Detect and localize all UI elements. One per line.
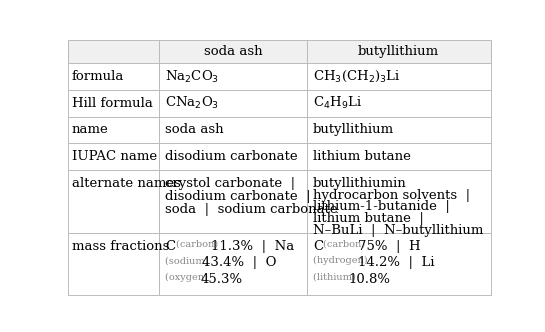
Text: 45.3%: 45.3% [201, 273, 243, 286]
Bar [307, 63, 490, 90]
Text: (carbon): (carbon) [175, 240, 221, 249]
Text: crystol carbonate  |: crystol carbonate | [165, 177, 295, 190]
Text: (sodium): (sodium) [165, 256, 212, 265]
Text: lithium butane: lithium butane [313, 150, 411, 163]
Text: alternate names: alternate names [71, 177, 180, 190]
Text: Hill formula: Hill formula [71, 97, 153, 110]
Bar [307, 40, 490, 63]
Bar [68, 40, 159, 63]
Bar [307, 117, 490, 143]
Text: 75%  |  H: 75% | H [359, 240, 421, 253]
Bar [159, 90, 307, 117]
Bar [159, 170, 307, 233]
Bar [159, 63, 307, 90]
Bar [68, 90, 159, 117]
Text: name: name [71, 123, 108, 136]
Text: (oxygen): (oxygen) [165, 273, 211, 282]
Bar [68, 233, 159, 295]
Text: N–BuLi  |  N–butyllithium: N–BuLi | N–butyllithium [313, 224, 483, 237]
Text: soda ash: soda ash [203, 45, 262, 58]
Bar [159, 143, 307, 170]
Text: 10.8%: 10.8% [349, 273, 391, 286]
Text: butyllithiumin: butyllithiumin [313, 177, 407, 190]
Text: (lithium): (lithium) [313, 273, 359, 282]
Text: soda ash: soda ash [165, 123, 224, 136]
Text: 43.4%  |  O: 43.4% | O [202, 256, 276, 269]
Text: butyllithium: butyllithium [313, 123, 394, 136]
Text: soda  |  sodium carbonate: soda | sodium carbonate [165, 204, 338, 216]
Text: disodium carbonate: disodium carbonate [165, 150, 298, 163]
Bar [159, 117, 307, 143]
Text: C: C [313, 240, 323, 253]
Bar [307, 90, 490, 117]
Bar [68, 143, 159, 170]
Text: (hydrogen): (hydrogen) [313, 256, 371, 266]
Text: hydrocarbon solvents  |: hydrocarbon solvents | [313, 189, 470, 202]
Text: (carbon): (carbon) [323, 240, 368, 249]
Text: 11.3%  |  Na: 11.3% | Na [210, 240, 294, 253]
Bar [159, 233, 307, 295]
Bar [68, 117, 159, 143]
Text: IUPAC name: IUPAC name [71, 150, 156, 163]
Text: formula: formula [71, 70, 124, 83]
Text: mass fractions: mass fractions [71, 240, 169, 253]
Text: lithium-1-butanide  |: lithium-1-butanide | [313, 201, 450, 213]
Text: disodium carbonate  |: disodium carbonate | [165, 190, 311, 203]
Bar [307, 143, 490, 170]
Text: lithium butane  |: lithium butane | [313, 212, 424, 225]
Text: C: C [165, 240, 175, 253]
Bar [68, 170, 159, 233]
Text: butyllithium: butyllithium [358, 45, 439, 58]
Bar [68, 63, 159, 90]
Text: CH$_3$(CH$_2$)$_3$Li: CH$_3$(CH$_2$)$_3$Li [313, 69, 401, 84]
Text: Na$_2$CO$_3$: Na$_2$CO$_3$ [165, 69, 220, 85]
Text: 14.2%  |  Li: 14.2% | Li [358, 256, 434, 269]
Bar [307, 233, 490, 295]
Text: CNa$_2$O$_3$: CNa$_2$O$_3$ [165, 95, 220, 111]
Bar [307, 170, 490, 233]
Bar [159, 40, 307, 63]
Text: C$_4$H$_9$Li: C$_4$H$_9$Li [313, 95, 362, 111]
